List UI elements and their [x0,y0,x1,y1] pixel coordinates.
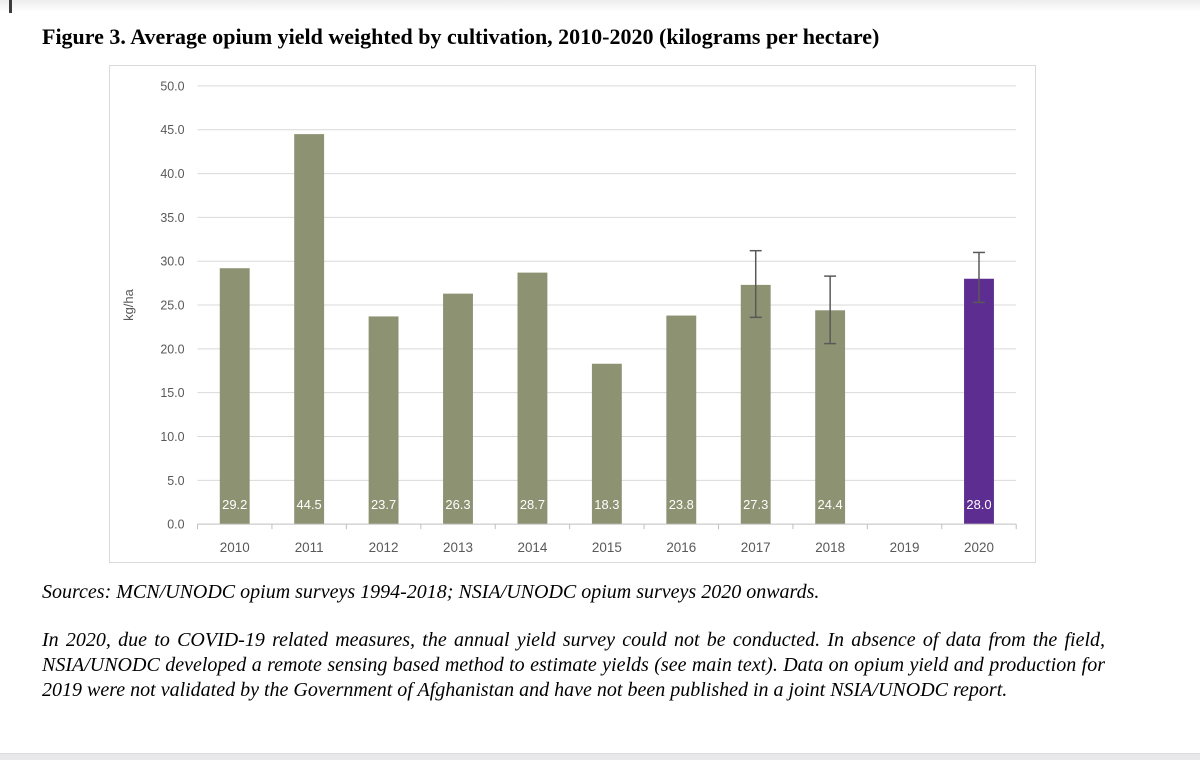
svg-text:2014: 2014 [517,540,547,555]
footnote-paragraph: In 2020, due to COVID-19 related measure… [42,629,1105,701]
svg-text:50.0: 50.0 [160,79,184,93]
svg-text:20.0: 20.0 [160,342,184,356]
svg-text:2020: 2020 [964,540,994,555]
svg-text:29.2: 29.2 [222,497,247,512]
svg-text:2017: 2017 [741,540,771,555]
svg-text:15.0: 15.0 [160,386,184,400]
svg-text:0.0: 0.0 [167,518,184,532]
svg-text:30.0: 30.0 [160,255,184,269]
svg-text:18.3: 18.3 [594,497,619,512]
svg-text:2012: 2012 [369,540,399,555]
svg-text:2018: 2018 [815,540,845,555]
svg-text:23.8: 23.8 [669,497,694,512]
svg-text:24.4: 24.4 [818,497,843,512]
svg-text:40.0: 40.0 [160,167,184,181]
chart-frame: 0.0 5.0 10.0 15.0 20.0 25.0 30.0 35.0 40.0 45.0 50… [109,65,1036,563]
corner-artifact [9,0,12,13]
svg-text:25.0: 25.0 [160,299,184,313]
page-bottom-edge [0,753,1200,760]
svg-text:2019: 2019 [890,540,920,555]
svg-text:45.0: 45.0 [160,123,184,137]
svg-text:27.3: 27.3 [743,497,768,512]
svg-text:kg/ha: kg/ha [121,288,136,320]
svg-text:2010: 2010 [220,540,250,555]
page-top-edge [0,0,1200,12]
svg-text:44.5: 44.5 [297,497,322,512]
svg-text:26.3: 26.3 [445,497,470,512]
svg-text:2013: 2013 [443,540,473,555]
svg-text:10.0: 10.0 [160,430,184,444]
figure-title: Figure 3. Average opium yield weighted b… [42,24,880,49]
svg-text:2016: 2016 [666,540,696,555]
svg-text:5.0: 5.0 [167,474,184,488]
svg-text:28.7: 28.7 [520,497,545,512]
svg-text:23.7: 23.7 [371,497,396,512]
svg-text:28.0: 28.0 [966,497,991,512]
sources-note: Sources: MCN/UNODC opium surveys 1994-20… [42,581,820,603]
yield-bar-chart: 0.0 5.0 10.0 15.0 20.0 25.0 30.0 35.0 40.0 45.0 50… [121,79,1017,555]
svg-text:35.0: 35.0 [160,211,184,225]
svg-text:2011: 2011 [295,540,324,555]
svg-text:2015: 2015 [592,540,622,555]
